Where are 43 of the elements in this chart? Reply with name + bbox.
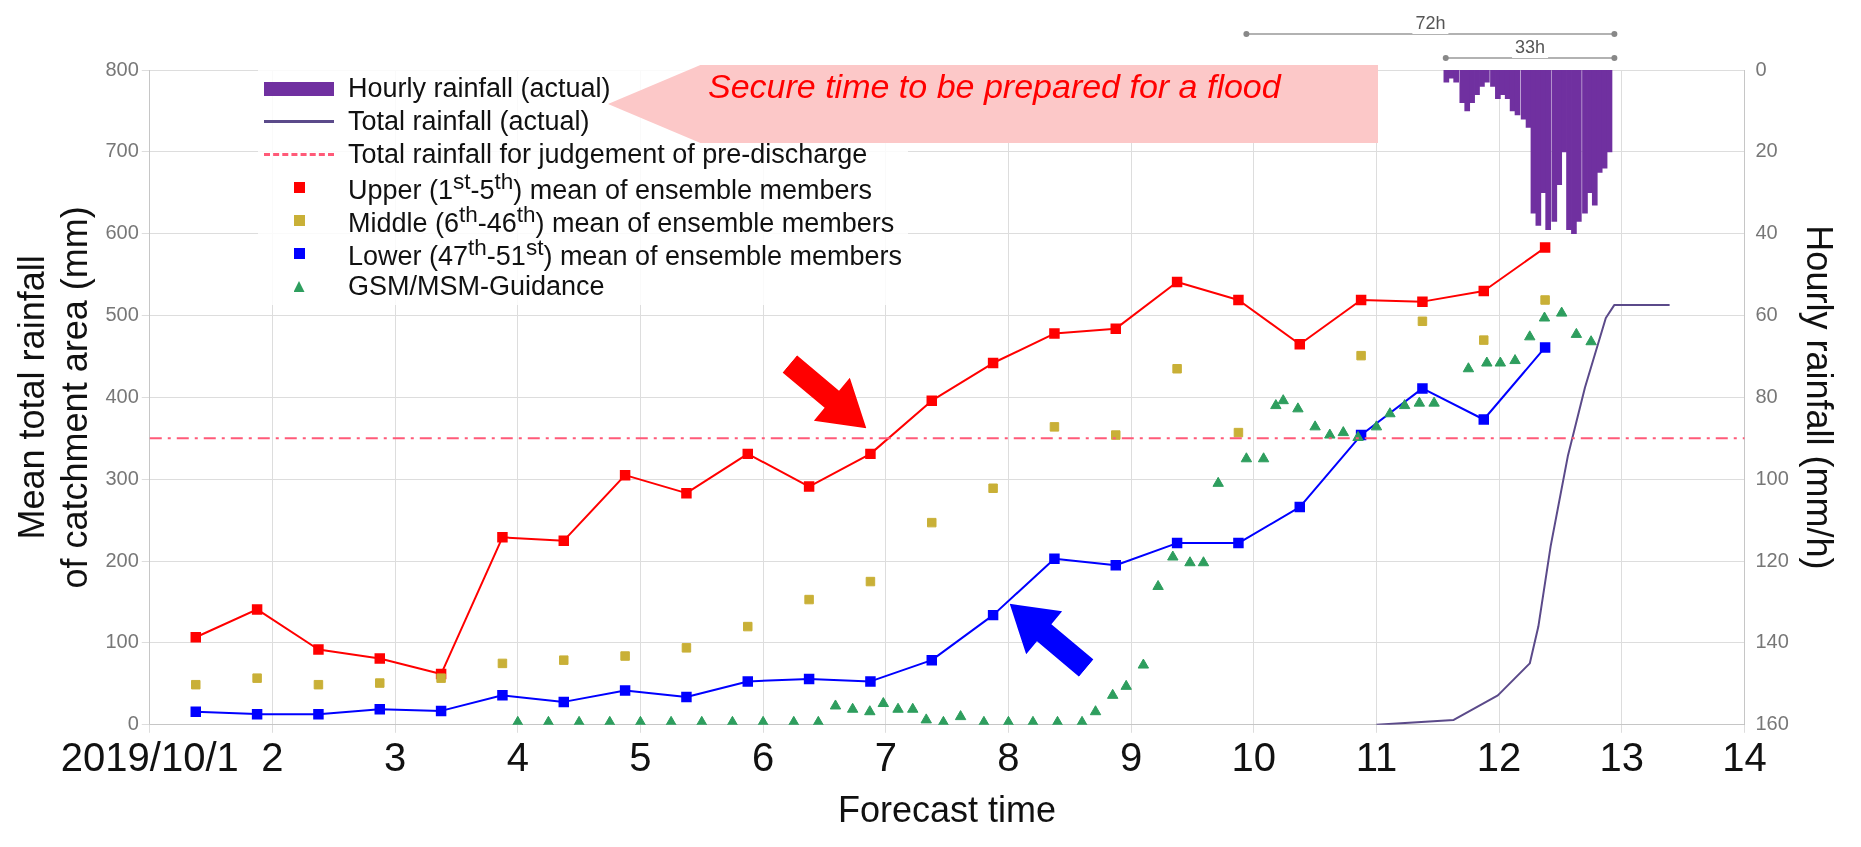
legend-label: Total rainfall for judgement of pre-discharge [348,139,868,170]
y-tick-label: 300 [105,466,139,489]
x-tick-label: 9 [1119,734,1143,779]
legend-label: Hourly rainfall (actual) [348,73,611,104]
y-tick-label: 100 [105,630,139,653]
y-tick-label: 800 [105,57,139,80]
x-tick-label: 6 [751,734,775,779]
x-tick-label: 7 [874,734,897,779]
y2-tick-label: 0 [1755,57,1767,80]
y2-tick-label: 20 [1755,139,1778,162]
y2-tick-label: 120 [1755,548,1789,571]
legend-label: Upper (1$^{st}$-5$^{th}$) mean of ensemble members [348,169,872,205]
text: 72h [1415,12,1446,33]
y-axis-title: Mean total rainfall of catchment area (mm) [10,206,95,589]
y2-tick-label: 160 [1755,712,1789,735]
y2-axis-title: Hourly rainfall (mm/h) [1799,225,1841,570]
y-tick-label: 600 [105,221,139,244]
x-tick-label: 10 [1231,734,1277,779]
x-tick-label: 11 [1355,734,1398,779]
legend-label: GSM/MSM-Guidance [348,271,605,302]
annotation: Secure time to be prepared for a flood [708,67,1283,105]
x-tick-label: 4 [506,734,529,779]
y2-tick-label: 40 [1755,221,1778,244]
y2-tick-label: 100 [1755,466,1789,489]
legend-label: Total rainfall (actual) [348,106,590,137]
y-tick-label: 700 [105,139,139,162]
y2-tick-label: 80 [1755,384,1778,407]
x-tick-label: 2019/10/1 [60,734,239,779]
x-tick-label: 8 [997,734,1020,779]
text: 33h [1515,36,1546,57]
x-tick-label: 5 [629,734,652,779]
y2-tick-label: 60 [1755,303,1778,326]
x-tick-label: 14 [1722,734,1767,779]
y-tick-label: 0 [127,712,139,735]
x-tick-label: 3 [383,734,407,779]
x-tick-label: 12 [1476,734,1522,779]
y-tick-label: 500 [105,303,139,326]
x-axis-title: Forecast time [838,789,1057,831]
x-tick-label: 13 [1599,734,1645,779]
y2-tick-label: 140 [1755,630,1789,653]
y-tick-label: 200 [105,548,139,571]
x-tick-label: 2 [261,734,284,779]
y-tick-label: 400 [105,384,139,407]
